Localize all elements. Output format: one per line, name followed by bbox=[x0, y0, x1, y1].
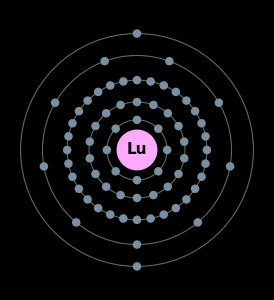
Circle shape bbox=[103, 183, 110, 190]
Text: Lu: Lu bbox=[127, 142, 147, 158]
Circle shape bbox=[86, 138, 93, 145]
Circle shape bbox=[112, 168, 119, 175]
Circle shape bbox=[107, 82, 114, 89]
Circle shape bbox=[107, 211, 114, 218]
Circle shape bbox=[120, 215, 127, 222]
Circle shape bbox=[160, 211, 167, 218]
Circle shape bbox=[183, 97, 190, 104]
Circle shape bbox=[198, 173, 205, 180]
Circle shape bbox=[147, 215, 154, 222]
Circle shape bbox=[202, 160, 209, 167]
Circle shape bbox=[133, 76, 141, 84]
Circle shape bbox=[103, 146, 110, 154]
Circle shape bbox=[133, 98, 141, 106]
Circle shape bbox=[155, 168, 162, 175]
Circle shape bbox=[147, 78, 154, 85]
Circle shape bbox=[175, 170, 182, 178]
Circle shape bbox=[227, 163, 234, 170]
Circle shape bbox=[133, 194, 141, 202]
Circle shape bbox=[164, 146, 171, 154]
Circle shape bbox=[92, 122, 99, 130]
Circle shape bbox=[183, 196, 190, 203]
Circle shape bbox=[69, 120, 76, 127]
Circle shape bbox=[52, 99, 59, 106]
Circle shape bbox=[133, 116, 141, 123]
Circle shape bbox=[84, 196, 91, 203]
Circle shape bbox=[75, 185, 82, 192]
Circle shape bbox=[181, 155, 188, 162]
Circle shape bbox=[133, 161, 141, 169]
Circle shape bbox=[164, 183, 171, 190]
Circle shape bbox=[112, 125, 119, 132]
Circle shape bbox=[150, 101, 157, 109]
Circle shape bbox=[133, 177, 141, 184]
Circle shape bbox=[65, 133, 72, 140]
Circle shape bbox=[194, 219, 201, 226]
Circle shape bbox=[181, 138, 188, 145]
Circle shape bbox=[203, 146, 210, 154]
Circle shape bbox=[40, 163, 47, 170]
Circle shape bbox=[155, 125, 162, 132]
Circle shape bbox=[175, 122, 182, 130]
Circle shape bbox=[73, 219, 80, 226]
Circle shape bbox=[133, 30, 141, 37]
Circle shape bbox=[133, 241, 141, 248]
Circle shape bbox=[117, 130, 157, 170]
Circle shape bbox=[95, 205, 102, 212]
Circle shape bbox=[150, 191, 157, 199]
Circle shape bbox=[64, 146, 71, 154]
Circle shape bbox=[172, 88, 179, 95]
Circle shape bbox=[86, 155, 93, 162]
Circle shape bbox=[202, 133, 209, 140]
Circle shape bbox=[95, 88, 102, 95]
Circle shape bbox=[65, 160, 72, 167]
Circle shape bbox=[133, 216, 141, 224]
Circle shape bbox=[160, 82, 167, 89]
Circle shape bbox=[192, 108, 199, 115]
Circle shape bbox=[117, 191, 124, 199]
Circle shape bbox=[92, 170, 99, 178]
Circle shape bbox=[133, 131, 141, 139]
Circle shape bbox=[69, 173, 76, 180]
Circle shape bbox=[164, 110, 171, 117]
Circle shape bbox=[75, 108, 82, 115]
Circle shape bbox=[120, 78, 127, 85]
Circle shape bbox=[101, 58, 108, 65]
Circle shape bbox=[192, 185, 199, 192]
Circle shape bbox=[117, 101, 124, 109]
Circle shape bbox=[198, 120, 205, 127]
Circle shape bbox=[172, 205, 179, 212]
Circle shape bbox=[84, 97, 91, 104]
Circle shape bbox=[215, 99, 222, 106]
Circle shape bbox=[133, 263, 141, 270]
Circle shape bbox=[103, 110, 110, 117]
Circle shape bbox=[166, 58, 173, 65]
